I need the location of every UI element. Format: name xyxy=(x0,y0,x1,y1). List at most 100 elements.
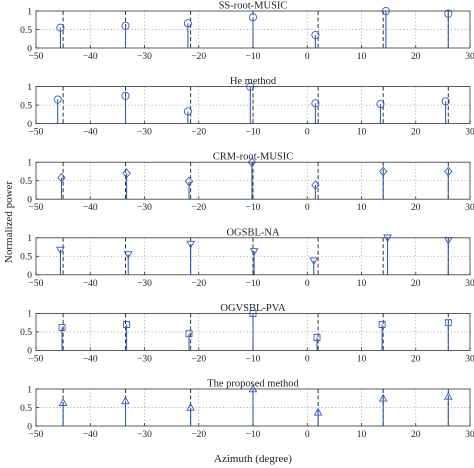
x-tick-label: 10 xyxy=(357,430,367,440)
x-tick-label: −10 xyxy=(246,279,261,289)
stem-marker-2 xyxy=(123,321,131,328)
x-tick-label: −50 xyxy=(29,203,44,213)
x-tick-label: −10 xyxy=(246,52,261,62)
stem-marker-7 xyxy=(444,319,452,327)
stem-marker-6 xyxy=(378,393,388,402)
stem-marker-5 xyxy=(309,257,319,266)
stem-marker-2 xyxy=(121,91,130,100)
y-tick-label: 0 xyxy=(27,196,32,206)
stem-marker-6 xyxy=(383,234,392,243)
y-tick-label: 1 xyxy=(27,385,32,395)
x-tick-label: 30 xyxy=(465,279,474,289)
x-tick-label: −20 xyxy=(191,430,206,440)
stem-marker-2 xyxy=(121,396,130,405)
panel-1: SS-root-MUSIC 0 0.5 1 −50 −40 −30 −20 −10 0 10 20 30 xyxy=(20,1,474,63)
x-tick-label: −50 xyxy=(29,279,44,289)
y-axis-label: Normalized power xyxy=(3,181,15,263)
x-tick-label: −20 xyxy=(191,128,206,138)
x-tick-label: −10 xyxy=(246,128,261,138)
stem-marker-3 xyxy=(186,402,195,411)
x-tick-label: −40 xyxy=(83,279,98,289)
x-tick-label: −50 xyxy=(29,354,44,364)
x-axis-label: Azimuth (degree) xyxy=(214,453,292,465)
stem-marker-7 xyxy=(444,9,453,18)
stem-marker-4 xyxy=(247,157,257,168)
x-tick-label: −30 xyxy=(137,203,152,213)
stem-marker-3 xyxy=(183,107,192,116)
x-tick-label: 0 xyxy=(305,354,310,364)
x-tick-label: −50 xyxy=(29,52,44,62)
stem-marker-3 xyxy=(184,176,194,187)
x-tick-label: 20 xyxy=(411,52,421,62)
stem-marker-5 xyxy=(313,334,321,341)
stem-marker-7 xyxy=(441,97,450,106)
x-tick-label: 20 xyxy=(411,279,421,289)
x-tick-label: 0 xyxy=(305,279,310,289)
x-tick-label: 10 xyxy=(357,354,367,364)
y-tick-label: 1 xyxy=(27,83,32,93)
x-tick-label: −30 xyxy=(137,128,152,138)
x-tick-label: 10 xyxy=(357,203,367,213)
x-tick-label: −40 xyxy=(83,128,98,138)
x-tick-label: −30 xyxy=(137,279,152,289)
y-tick-label: 1 xyxy=(27,7,32,17)
panel-title: SS-root-MUSIC xyxy=(219,1,288,12)
x-tick-label: 0 xyxy=(305,430,310,440)
y-tick-label: 0.5 xyxy=(20,253,32,263)
y-tick-label: 1 xyxy=(27,159,32,169)
y-tick-label: 0 xyxy=(27,271,32,281)
stem-marker-1 xyxy=(56,246,65,255)
stem-marker-3 xyxy=(183,19,192,28)
x-tick-label: 30 xyxy=(465,203,474,213)
stem-marker-3 xyxy=(186,240,195,249)
x-tick-label: 20 xyxy=(411,203,421,213)
x-tick-label: −30 xyxy=(137,52,152,62)
y-tick-label: 0.5 xyxy=(20,177,32,187)
x-tick-label: 0 xyxy=(305,52,310,62)
stem-marker-1 xyxy=(58,324,66,331)
x-tick-label: 20 xyxy=(411,430,421,440)
stem-marker-1 xyxy=(56,23,65,32)
y-tick-label: 0 xyxy=(27,44,32,54)
x-tick-label: 0 xyxy=(305,128,310,138)
x-tick-label: 20 xyxy=(411,128,421,138)
x-tick-label: −40 xyxy=(83,52,98,62)
y-tick-label: 0 xyxy=(27,120,32,130)
x-tick-label: 30 xyxy=(465,128,474,138)
panel-6: The proposed method 0 0.5 1 −50 −40 −30 −20 −10 0… xyxy=(20,379,474,441)
x-tick-label: −10 xyxy=(246,354,261,364)
stem-marker-6 xyxy=(378,321,386,328)
stem-marker-4 xyxy=(248,384,258,393)
x-tick-label: −30 xyxy=(137,430,152,440)
stem-marker-7 xyxy=(443,391,453,400)
stem-marker-4 xyxy=(249,248,259,257)
panel-5: OGVSBL-PVA 0 0.5 1 −50 −40 −30 −20 −10 0 10 20 30 xyxy=(20,303,474,365)
x-tick-label: −50 xyxy=(29,128,44,138)
stem-marker-1 xyxy=(58,398,68,406)
panel-3: CRM-root-MUSIC 0 0.5 1 −50 −40 −30 −20 −10 0 10 20 3… xyxy=(20,152,474,214)
x-tick-label: 0 xyxy=(305,203,310,213)
x-tick-label: 20 xyxy=(411,354,421,364)
stem-marker-2 xyxy=(122,168,131,179)
stem-marker-5 xyxy=(311,30,320,40)
y-tick-label: 1 xyxy=(27,234,32,244)
y-tick-label: 0.5 xyxy=(20,101,32,111)
stem-marker-2 xyxy=(121,21,130,30)
x-tick-label: −30 xyxy=(137,354,152,364)
x-tick-label: −10 xyxy=(246,203,261,213)
stem-marker-5 xyxy=(313,407,323,416)
panel-title: CRM-root-MUSIC xyxy=(213,152,294,163)
y-tick-label: 0 xyxy=(27,347,32,357)
y-tick-label: 0.5 xyxy=(20,26,32,36)
stem-marker-6 xyxy=(376,99,385,109)
x-tick-label: 30 xyxy=(465,430,474,440)
y-tick-label: 0.5 xyxy=(20,328,32,338)
x-tick-label: −50 xyxy=(29,430,44,440)
x-tick-label: −20 xyxy=(191,52,206,62)
x-tick-label: 30 xyxy=(465,354,474,364)
panel-2: He method 0 0.5 1 −50 −40 −30 −20 −10 0 10 20 30 xyxy=(20,76,474,138)
x-tick-label: 10 xyxy=(357,52,367,62)
panel-title: The proposed method xyxy=(207,379,299,390)
stem-marker-7 xyxy=(444,166,453,177)
